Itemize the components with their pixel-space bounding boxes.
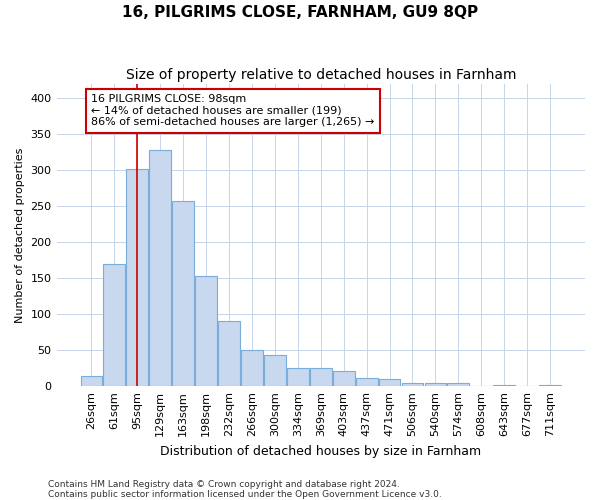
- Bar: [493, 385, 515, 386]
- Text: 16, PILGRIMS CLOSE, FARNHAM, GU9 8QP: 16, PILGRIMS CLOSE, FARNHAM, GU9 8QP: [122, 5, 478, 20]
- Bar: [539, 385, 561, 386]
- Bar: [172, 200, 194, 386]
- Bar: [149, 150, 171, 386]
- Bar: [103, 264, 125, 386]
- Bar: [80, 376, 103, 386]
- Text: Contains HM Land Registry data © Crown copyright and database right 2024.
Contai: Contains HM Land Registry data © Crown c…: [48, 480, 442, 499]
- Bar: [401, 384, 424, 386]
- Bar: [218, 321, 240, 386]
- X-axis label: Distribution of detached houses by size in Farnham: Distribution of detached houses by size …: [160, 444, 481, 458]
- Bar: [379, 379, 400, 386]
- Bar: [448, 382, 469, 386]
- Bar: [287, 368, 309, 386]
- Bar: [127, 169, 148, 386]
- Bar: [356, 378, 377, 386]
- Title: Size of property relative to detached houses in Farnham: Size of property relative to detached ho…: [125, 68, 516, 82]
- Bar: [310, 368, 332, 386]
- Y-axis label: Number of detached properties: Number of detached properties: [15, 148, 25, 323]
- Bar: [264, 356, 286, 386]
- Bar: [241, 350, 263, 386]
- Bar: [425, 384, 446, 386]
- Text: 16 PILGRIMS CLOSE: 98sqm
← 14% of detached houses are smaller (199)
86% of semi-: 16 PILGRIMS CLOSE: 98sqm ← 14% of detach…: [91, 94, 375, 128]
- Bar: [195, 276, 217, 386]
- Bar: [333, 371, 355, 386]
